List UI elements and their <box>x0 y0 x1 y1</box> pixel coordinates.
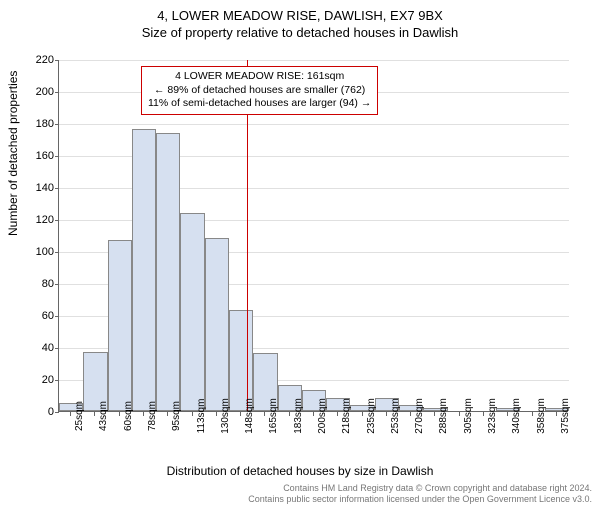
xtick-mark <box>507 412 508 416</box>
xtick-mark <box>192 412 193 416</box>
footer-line1: Contains HM Land Registry data © Crown c… <box>283 483 592 493</box>
xtick-label: 78sqm <box>147 401 158 431</box>
xtick-label: 253sqm <box>390 398 401 434</box>
ytick-label: 160 <box>24 150 54 162</box>
xtick-label: 113sqm <box>196 399 207 434</box>
xtick-mark <box>240 412 241 416</box>
xtick-mark <box>483 412 484 416</box>
ytick-label: 80 <box>24 278 54 290</box>
xtick-mark <box>386 412 387 416</box>
footer-line2: Contains public sector information licen… <box>248 494 592 504</box>
xtick-label: 43sqm <box>98 401 109 431</box>
chart-area: 4 LOWER MEADOW RISE: 161sqm← 89% of deta… <box>58 60 568 412</box>
xtick-label: 183sqm <box>293 398 304 434</box>
footer-attribution: Contains HM Land Registry data © Crown c… <box>0 483 592 506</box>
ytick-mark <box>55 60 59 61</box>
xtick-label: 130sqm <box>220 398 231 434</box>
xtick-mark <box>362 412 363 416</box>
ytick-mark <box>55 220 59 221</box>
xtick-label: 165sqm <box>268 398 279 434</box>
xtick-label: 323sqm <box>487 398 498 434</box>
annotation-box: 4 LOWER MEADOW RISE: 161sqm← 89% of deta… <box>141 66 378 115</box>
ytick-label: 120 <box>24 214 54 226</box>
xtick-mark <box>532 412 533 416</box>
ytick-label: 140 <box>24 182 54 194</box>
ytick-label: 60 <box>24 310 54 322</box>
xtick-mark <box>264 412 265 416</box>
xtick-mark <box>289 412 290 416</box>
histogram-bar <box>205 238 229 411</box>
y-axis-label: Number of detached properties <box>6 71 20 236</box>
xtick-mark <box>94 412 95 416</box>
histogram-bar <box>180 213 204 411</box>
xtick-label: 25sqm <box>74 401 85 431</box>
ytick-mark <box>55 412 59 413</box>
histogram-bar <box>156 133 180 411</box>
xtick-label: 375sqm <box>560 398 571 434</box>
ytick-label: 40 <box>24 342 54 354</box>
xtick-mark <box>70 412 71 416</box>
histogram-bar <box>132 129 156 411</box>
ytick-mark <box>55 92 59 93</box>
title-sub: Size of property relative to detached ho… <box>0 25 600 40</box>
ytick-mark <box>55 348 59 349</box>
annotation-line2: ← 89% of detached houses are smaller (76… <box>148 84 371 98</box>
ytick-mark <box>55 188 59 189</box>
xtick-label: 95sqm <box>171 401 182 431</box>
xtick-mark <box>216 412 217 416</box>
ytick-mark <box>55 316 59 317</box>
title-main: 4, LOWER MEADOW RISE, DAWLISH, EX7 9BX <box>0 8 600 23</box>
ytick-label: 100 <box>24 246 54 258</box>
ytick-mark <box>55 380 59 381</box>
xtick-label: 235sqm <box>366 398 377 434</box>
annotation-line3: 11% of semi-detached houses are larger (… <box>148 97 371 111</box>
gridline <box>59 124 569 125</box>
ytick-mark <box>55 124 59 125</box>
xtick-mark <box>459 412 460 416</box>
annotation-line1: 4 LOWER MEADOW RISE: 161sqm <box>148 70 371 84</box>
xtick-mark <box>556 412 557 416</box>
xtick-label: 148sqm <box>244 398 255 434</box>
ytick-mark <box>55 252 59 253</box>
ytick-label: 220 <box>24 54 54 66</box>
ytick-label: 180 <box>24 118 54 130</box>
xtick-mark <box>143 412 144 416</box>
xtick-label: 270sqm <box>414 398 425 434</box>
histogram-bar <box>229 310 253 411</box>
xtick-label: 288sqm <box>438 398 449 434</box>
xtick-mark <box>434 412 435 416</box>
x-axis-label: Distribution of detached houses by size … <box>0 464 600 478</box>
plot-region: 4 LOWER MEADOW RISE: 161sqm← 89% of deta… <box>58 60 568 412</box>
ytick-mark <box>55 156 59 157</box>
xtick-mark <box>167 412 168 416</box>
xtick-mark <box>313 412 314 416</box>
xtick-label: 305sqm <box>463 398 474 434</box>
ytick-mark <box>55 284 59 285</box>
xtick-label: 340sqm <box>511 398 522 434</box>
xtick-label: 200sqm <box>317 398 328 434</box>
ytick-label: 20 <box>24 374 54 386</box>
xtick-label: 60sqm <box>123 401 134 431</box>
xtick-mark <box>410 412 411 416</box>
xtick-label: 358sqm <box>536 398 547 434</box>
xtick-mark <box>119 412 120 416</box>
ytick-label: 200 <box>24 86 54 98</box>
xtick-label: 218sqm <box>341 398 352 434</box>
histogram-bar <box>108 240 132 411</box>
gridline <box>59 60 569 61</box>
xtick-mark <box>337 412 338 416</box>
ytick-label: 0 <box>24 406 54 418</box>
